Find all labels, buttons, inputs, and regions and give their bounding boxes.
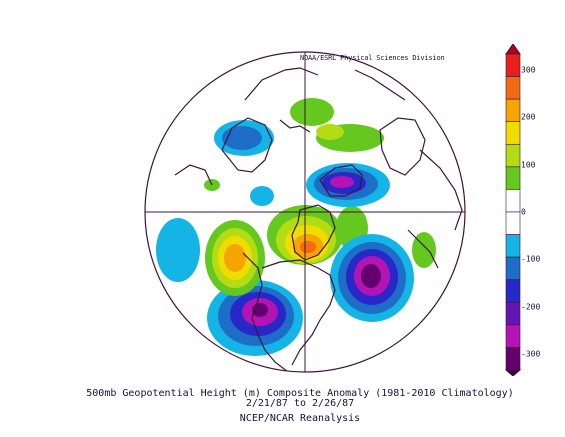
colorbar-segment — [505, 301, 521, 326]
crosshair-lines — [145, 52, 465, 372]
colorbar-tick-label: 0 — [521, 207, 526, 217]
anomaly-low-arctic — [306, 163, 390, 207]
colorbar-segment — [505, 143, 521, 168]
colorbar-segment — [505, 189, 521, 213]
caption-source: NCEP/NCAR Reanalysis — [239, 413, 361, 424]
coastlines — [174, 67, 463, 372]
colorbar-segment — [505, 76, 521, 100]
colorbar-tick-label: -300 — [521, 349, 541, 359]
anomaly-high-west — [205, 220, 265, 296]
colorbar-tick-label: 300 — [521, 65, 536, 75]
colorbar-arrow-top — [505, 44, 521, 55]
anomaly-low-atlantic — [330, 234, 414, 322]
anomaly-low-pacific — [207, 280, 303, 356]
anomaly-high-europe — [204, 98, 384, 191]
colorbar-segment — [505, 98, 521, 123]
colorbar-segment — [505, 166, 521, 190]
colorbar-tick-label: -200 — [521, 302, 541, 312]
caption-dates: 2/21/87 to 2/26/87 — [245, 398, 355, 409]
credit-text: NOAA/ESRL Physical Sciences Division — [300, 54, 445, 62]
colorbar-segment — [505, 211, 521, 235]
colorbar-tick-label: 200 — [521, 112, 536, 122]
colorbar — [505, 44, 521, 376]
colorbar-segment — [505, 279, 521, 303]
map-border — [144, 51, 466, 373]
colorbar-arrow-bottom — [505, 369, 521, 376]
anomaly-low-siberia — [214, 120, 274, 206]
colorbar-segment — [505, 347, 521, 371]
colorbar-segment — [505, 53, 521, 77]
colorbar-segment — [505, 121, 521, 145]
caption-title: 500mb Geopotential Height (m) Composite … — [86, 388, 514, 399]
colorbar-tick-label: 100 — [521, 160, 536, 170]
colorbar-segment — [505, 324, 521, 348]
colorbar-segment — [505, 256, 521, 281]
colorbar-segment — [505, 234, 521, 258]
anomaly-low-far-west — [156, 218, 200, 282]
colorbar-tick-label: -100 — [521, 254, 541, 264]
